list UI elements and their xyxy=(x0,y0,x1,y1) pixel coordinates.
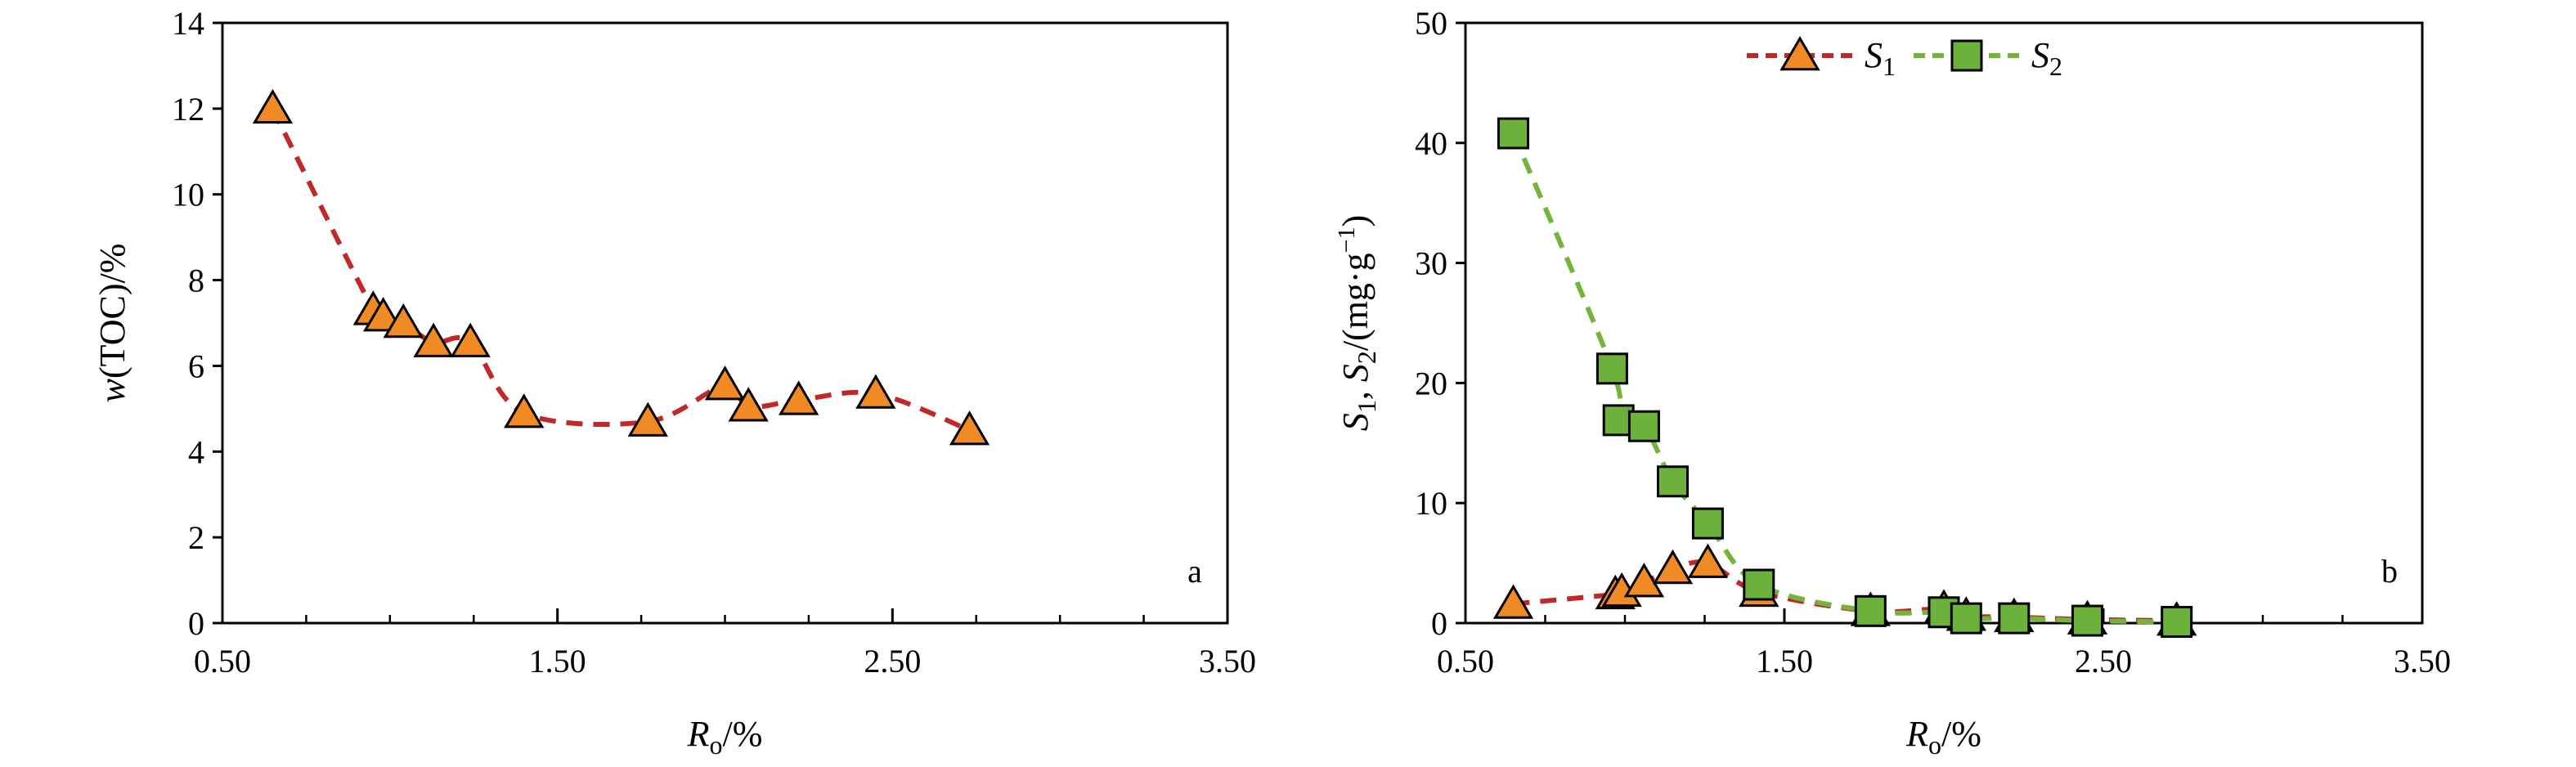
plot-frame-b xyxy=(1464,21,2424,625)
data-point-square-1 xyxy=(2161,606,2193,639)
y-axis-title-a: w(TOC)/% xyxy=(92,244,132,403)
markers-b xyxy=(1492,117,2197,639)
y-axis-title-b-s2sub: 2 xyxy=(1352,351,1381,364)
y-axis-title-a-rest: (TOC)/% xyxy=(92,244,132,379)
data-point-square-1 xyxy=(1854,594,1887,627)
data-point-triangle-0 xyxy=(1492,584,1534,619)
x-axis-title-a: Ro/% xyxy=(687,714,763,760)
y-tick-label: 12 xyxy=(172,91,204,128)
y-tick-label: 30 xyxy=(1415,245,1447,282)
y-axis-title-b-sep: , xyxy=(1335,382,1376,400)
y-tick-label: 10 xyxy=(172,177,204,213)
x-tick-label: 2.50 xyxy=(2075,643,2132,680)
data-point-square-1 xyxy=(1595,352,1628,385)
panel-a: 0.50 1.50 2.50 3.50 0 2 4 6 8 10 12 14 a Ro/% w(TOC… xyxy=(92,5,1256,760)
y-tick-label: 4 xyxy=(188,433,204,470)
data-point-triangle-0 xyxy=(1623,563,1665,598)
markers-a xyxy=(252,88,990,446)
data-point-square-1 xyxy=(1743,568,1775,601)
x-tick-label: 2.50 xyxy=(864,643,921,680)
data-point-square-1 xyxy=(1691,507,1724,540)
y-axis-title-a-italic: w xyxy=(92,378,132,402)
data-point-triangle-0 xyxy=(413,322,454,357)
x-tick-label: 1.50 xyxy=(1756,643,1813,680)
legend-item-s2: S2 xyxy=(1914,35,2062,81)
x-tick-label: 1.50 xyxy=(529,643,586,680)
x-tick-label: 0.50 xyxy=(1437,643,1494,680)
data-point-triangle-0 xyxy=(728,387,769,422)
y-tick-label: 40 xyxy=(1415,125,1447,162)
legend-item-s1: S1 xyxy=(1747,35,1896,81)
x-axis-title-a-tail: /% xyxy=(723,714,763,754)
data-point-square-1 xyxy=(1950,602,1982,635)
y-tick-label: 2 xyxy=(188,519,204,556)
data-point-triangle-0 xyxy=(450,322,491,357)
data-point-triangle-0 xyxy=(1687,543,1729,578)
y-axis-title-b-s2: S xyxy=(1335,364,1376,382)
y-axis-title-b-sup: −1 xyxy=(1333,227,1360,253)
x-axis-title-b-tail: /% xyxy=(1941,714,1981,754)
legend-label-s2-sub: 2 xyxy=(2049,52,2062,81)
x-tick-label: 3.50 xyxy=(1199,643,1256,680)
y-axis-title-b-rest: /(mg·g xyxy=(1335,253,1376,351)
legend-marker-shape xyxy=(1779,36,1820,71)
panel-letter-b: b xyxy=(2381,553,2398,590)
y-tick-label: 10 xyxy=(1415,485,1447,522)
data-point-square-1 xyxy=(1998,602,2031,635)
data-point-triangle-0 xyxy=(704,366,746,401)
data-point-square-1 xyxy=(1497,117,1529,150)
y-tick-label: 8 xyxy=(188,262,204,299)
data-point-triangle-0 xyxy=(1652,549,1694,585)
x-axis-title-b: Ro/% xyxy=(1905,714,1981,760)
data-point-square-1 xyxy=(1627,410,1660,442)
data-point-triangle-0 xyxy=(855,374,896,409)
data-point-triangle-0 xyxy=(949,410,990,446)
x-axis-title-a-sub: o xyxy=(710,730,723,760)
x-tick-label: 3.50 xyxy=(2394,643,2451,680)
data-point-triangle-0 xyxy=(627,401,668,437)
data-point-triangle-0 xyxy=(778,380,819,415)
data-point-triangle-0 xyxy=(383,303,424,339)
legend-marker-shape xyxy=(1950,39,1983,72)
legend-label-s1: S1 xyxy=(1865,35,1896,81)
y-tick-label: 50 xyxy=(1415,5,1447,42)
legend-label-s2: S2 xyxy=(2031,35,2062,81)
y-tick-label: 14 xyxy=(172,5,204,42)
x-axis-title-b-sub: o xyxy=(1928,730,1941,760)
y-axis-title-b-s1: S xyxy=(1335,413,1376,431)
legend-label-s1-base: S xyxy=(1865,35,1883,75)
y-tick-label: 0 xyxy=(188,605,204,642)
fit-curve-toc xyxy=(270,107,971,433)
legend: S1 S2 xyxy=(1747,35,2062,81)
data-point-triangle-0 xyxy=(504,393,545,428)
y-axis-title-b-s1sub: 1 xyxy=(1352,400,1381,413)
legend-marker-s1 xyxy=(1779,36,1820,71)
axis-ticks-b: 0.50 1.50 2.50 3.50 0 10 20 30 40 50 xyxy=(1415,5,2451,680)
x-axis-title-b-main: R xyxy=(1905,714,1928,754)
axis-ticks-a: 0.50 1.50 2.50 3.50 0 2 4 6 8 10 12 14 xyxy=(172,5,1256,680)
data-point-triangle-0 xyxy=(252,88,294,124)
y-axis-title-b-close: ) xyxy=(1335,215,1376,227)
y-axis-title-b: S1, S2/(mg·g−1) xyxy=(1333,215,1381,431)
y-tick-label: 6 xyxy=(188,348,204,384)
legend-label-s2-base: S xyxy=(2031,35,2049,75)
legend-label-s1-sub: 1 xyxy=(1883,52,1896,81)
panel-letter-a: a xyxy=(1187,553,1202,590)
legend-marker-s2 xyxy=(1950,39,1983,72)
y-tick-label: 0 xyxy=(1431,605,1447,642)
data-point-square-1 xyxy=(1657,465,1689,498)
y-tick-label: 20 xyxy=(1415,365,1447,401)
data-point-square-1 xyxy=(2071,604,2103,637)
x-axis-title-a-main: R xyxy=(687,714,710,754)
x-tick-label: 0.50 xyxy=(194,643,251,680)
